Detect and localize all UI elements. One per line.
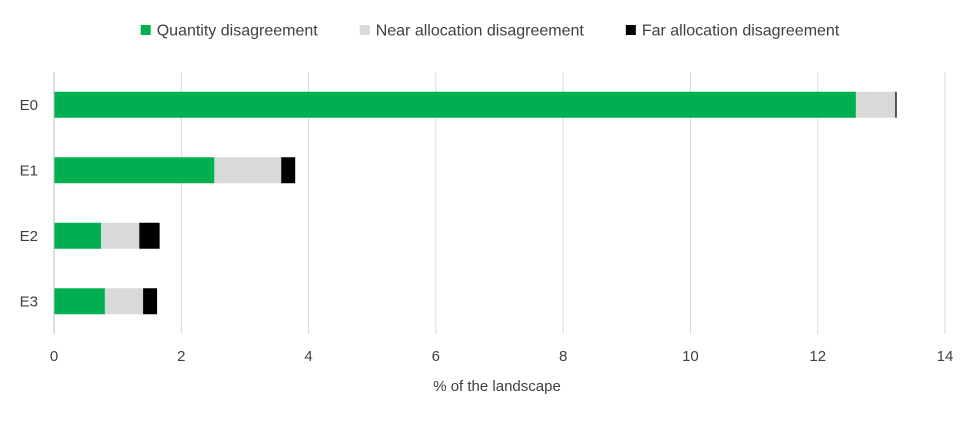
bar-segment <box>139 222 160 249</box>
legend-label: Far allocation disagreement <box>642 23 840 40</box>
bars <box>54 91 897 315</box>
y-tick-labels: E0 E1 E2 E3 <box>20 97 38 311</box>
bar-segment <box>104 288 144 315</box>
legend: Quantity disagreement Near allocation dis… <box>140 23 840 40</box>
bar-segment <box>895 91 897 118</box>
legend-swatch <box>140 25 151 35</box>
legend-label: Quantity disagreement <box>157 23 319 40</box>
bar-segment <box>54 157 215 184</box>
x-tick-label: 8 <box>559 348 567 365</box>
bar-segment <box>54 222 102 249</box>
bar-segment <box>143 288 158 315</box>
y-tick-label: E0 <box>20 97 38 114</box>
bar-segment <box>54 288 105 315</box>
x-tick-labels: 0 2 4 6 8 10 12 14 <box>50 348 954 365</box>
x-tick-label: 14 <box>937 348 954 365</box>
bar-segment <box>281 157 296 184</box>
x-tick-label: 0 <box>50 348 58 365</box>
x-tick-label: 4 <box>304 348 312 365</box>
bar-segment <box>101 222 140 249</box>
x-tick-label: 2 <box>177 348 185 365</box>
bar-segment <box>855 91 896 118</box>
x-axis-title: % of the landscape <box>433 378 561 395</box>
legend-swatch <box>625 25 636 35</box>
x-tick-label: 12 <box>809 348 826 365</box>
x-tick-label: 6 <box>432 348 440 365</box>
bar-segment <box>214 157 282 184</box>
y-tick-label: E2 <box>20 228 38 245</box>
bar-segment <box>54 91 856 118</box>
x-tick-label: 10 <box>682 348 699 365</box>
y-tick-label: E1 <box>20 162 38 179</box>
legend-label: Near allocation disagreement <box>376 23 585 40</box>
legend-swatch <box>359 25 370 35</box>
y-tick-label: E3 <box>20 293 38 310</box>
